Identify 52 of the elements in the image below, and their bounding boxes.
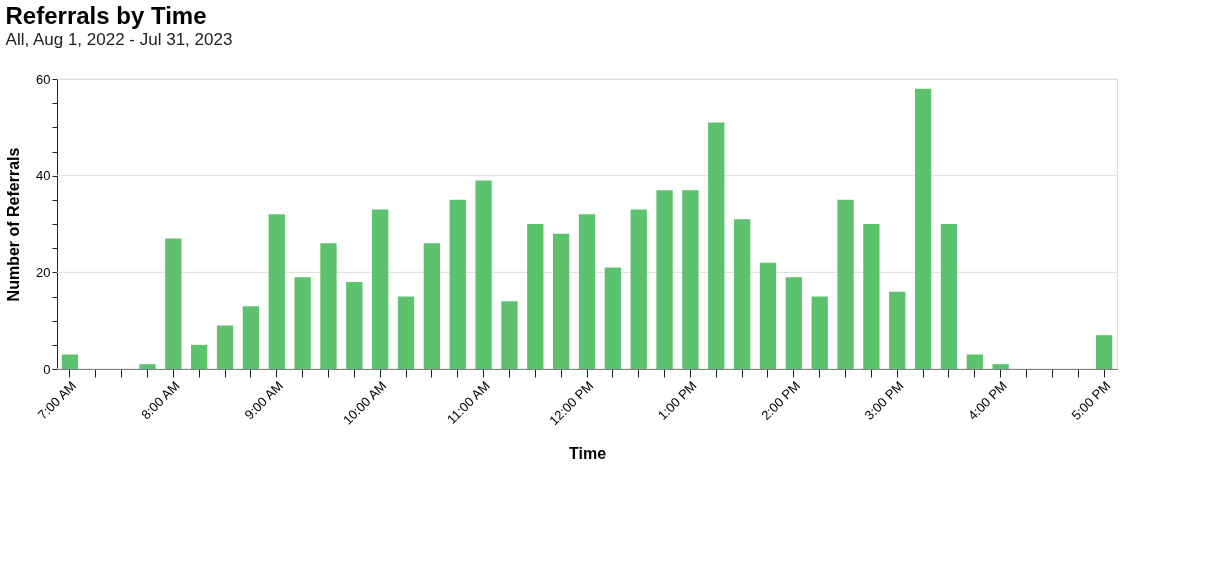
bar (785, 277, 802, 369)
bar (553, 233, 570, 369)
y-tick-label: 60 (36, 71, 51, 87)
x-tick-label: 8:00 AM (138, 378, 183, 423)
bar (268, 214, 285, 369)
bar (914, 88, 932, 369)
y-tick-label: 0 (43, 361, 51, 377)
bar (372, 209, 389, 369)
bar (889, 291, 906, 369)
y-axis-title: Number of Referrals (5, 147, 23, 302)
bar (501, 301, 518, 369)
x-tick-label: 2:00 PM (758, 378, 804, 423)
bar (811, 296, 828, 369)
y-tick-label: 40 (36, 168, 51, 184)
bar (837, 199, 854, 369)
bar (294, 277, 311, 369)
bar (61, 354, 79, 369)
bar (578, 214, 596, 369)
bar (527, 224, 544, 369)
x-tick-label: 9:00 AM (241, 378, 286, 423)
bar (397, 296, 415, 369)
bar (242, 306, 260, 369)
bar (423, 243, 441, 369)
bar (656, 190, 673, 369)
chart-subtitle: All, Aug 1, 2022 - Jul 31, 2023 (5, 30, 233, 49)
bar (191, 344, 208, 369)
bar (863, 224, 880, 369)
bar (630, 209, 647, 369)
x-axis-title: Time (568, 445, 607, 463)
bar (966, 354, 983, 369)
bar (992, 364, 1009, 369)
bar (320, 243, 337, 369)
bar (604, 267, 621, 369)
bar (940, 224, 958, 369)
x-tick-label: 3:00 PM (861, 378, 907, 423)
bar (216, 325, 234, 369)
y-tick-label: 20 (36, 264, 51, 280)
x-tick-label: 1:00 PM (654, 378, 700, 423)
x-tick-label: 4:00 PM (965, 378, 1010, 423)
bar (708, 122, 725, 369)
bar (139, 364, 156, 369)
bar (475, 180, 492, 369)
bar (346, 282, 363, 369)
bar (733, 219, 751, 369)
x-tick-label: 7:00 AM (34, 378, 80, 423)
bar (759, 262, 777, 369)
bar (1095, 335, 1113, 369)
bar (682, 190, 699, 369)
x-tick-label: 5:00 PM (1068, 378, 1114, 423)
chart-title: Referrals by Time (5, 2, 207, 29)
bar (165, 238, 182, 369)
bar (449, 199, 466, 369)
